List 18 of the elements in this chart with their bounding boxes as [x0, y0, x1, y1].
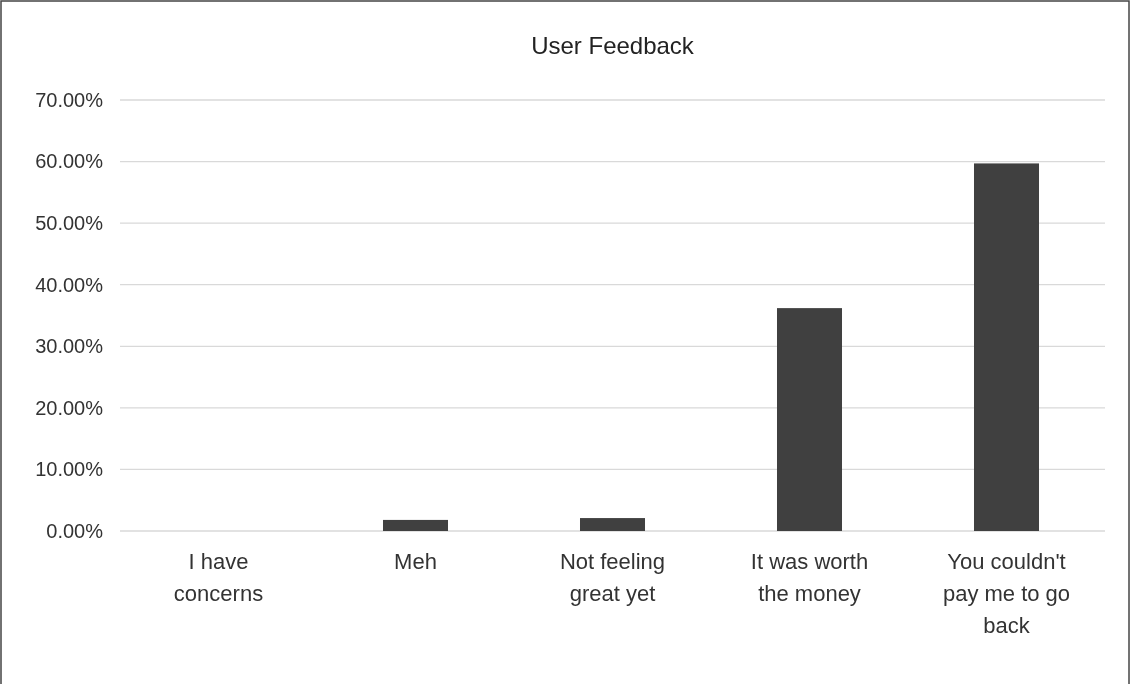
- y-tick-label: 0.00%: [46, 519, 104, 542]
- bar: [777, 308, 843, 531]
- x-tick-label: Meh: [394, 549, 437, 574]
- y-tick-label: 40.00%: [35, 273, 104, 296]
- bar: [580, 518, 646, 531]
- bar: [383, 519, 449, 531]
- x-tick-label: It was worth the money: [750, 549, 869, 606]
- y-tick-label: 50.00%: [35, 212, 104, 235]
- x-tick-label: You couldn't pay me to go back: [942, 549, 1071, 638]
- y-tick-label: 60.00%: [35, 150, 104, 173]
- bar: [974, 163, 1040, 531]
- y-tick-label: 70.00%: [35, 88, 104, 111]
- y-tick-label: 10.00%: [35, 458, 104, 481]
- y-tick-label: 30.00%: [35, 335, 104, 358]
- chart-title: User Feedback: [531, 32, 695, 59]
- x-tick-label: I have concerns: [173, 549, 264, 606]
- y-tick-label: 20.00%: [35, 396, 104, 419]
- x-tick-label: Not feeling great yet: [559, 549, 666, 606]
